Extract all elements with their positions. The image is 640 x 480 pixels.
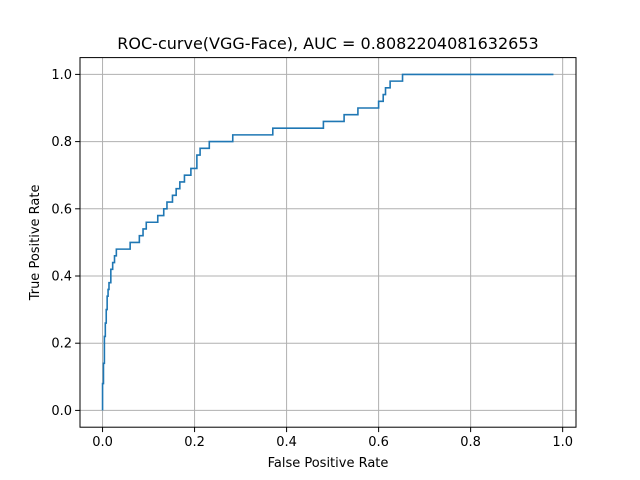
axes-frame [79,57,577,428]
grid [80,57,576,428]
x-tick-label: 1.0 [552,435,573,450]
x-axis-label: False Positive Rate [268,456,389,471]
y-tick-label: 1.0 [51,68,72,83]
x-tick-label: 0.6 [368,435,389,450]
chart-title: ROC-curve(VGG-Face), AUC = 0.80822040816… [117,34,538,53]
x-tick-label: 0.2 [184,435,205,450]
x-tick-label: 0.8 [460,435,481,450]
y-tick-label: 0.2 [51,337,72,352]
x-tick-label: 0.4 [276,435,297,450]
y-tick-label: 0.4 [51,270,72,285]
y-tick-label: 0.0 [51,404,72,419]
x-tick-label: 0.0 [92,435,113,450]
roc-curve-line [101,73,554,411]
ticks: 0.0 0.2 0.4 0.6 0.8 1.0 0.0 0.2 0.4 0.6 0.8 1.0 [51,68,573,450]
y-tick-label: 0.6 [51,202,72,217]
plot-area [101,73,554,411]
y-axis-label: True Positive Rate [28,184,43,301]
y-tick-label: 0.8 [51,135,72,150]
